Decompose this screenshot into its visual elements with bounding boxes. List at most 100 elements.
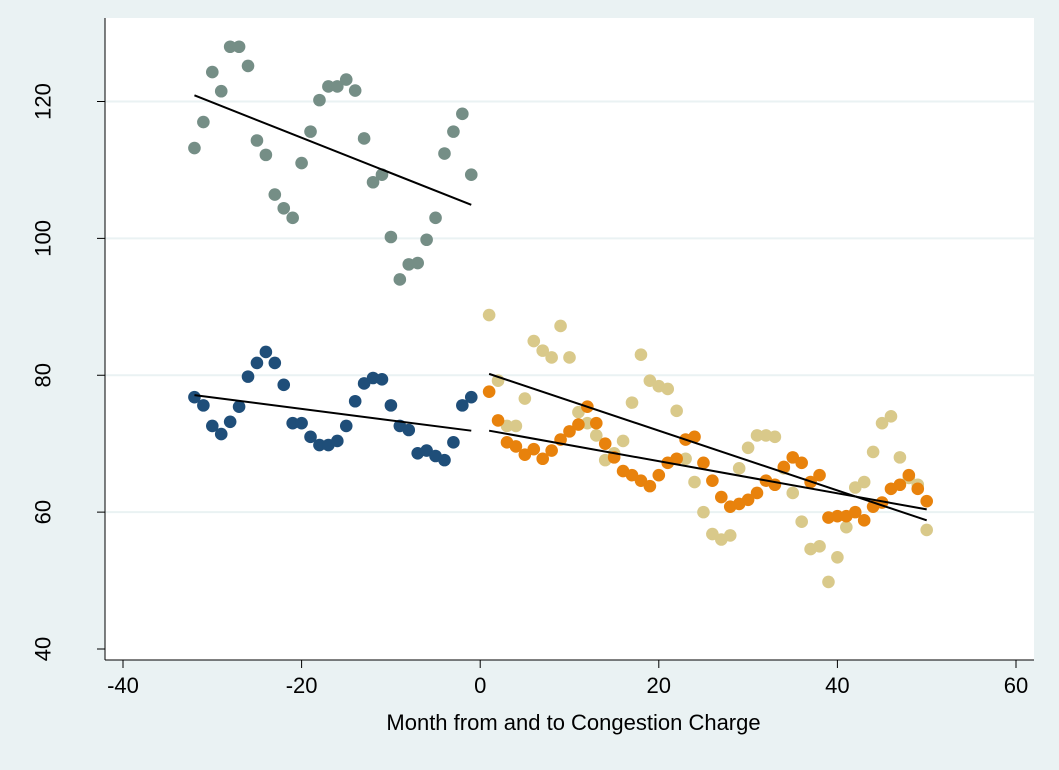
grid-lines <box>105 100 1034 514</box>
data-point <box>268 356 282 370</box>
data-point <box>554 319 567 333</box>
data-point <box>429 211 442 225</box>
data-point <box>286 416 299 430</box>
data-point <box>313 438 326 452</box>
data-point <box>857 514 871 527</box>
y-tick-label: 100 <box>31 220 56 257</box>
data-point <box>348 394 362 408</box>
data-point <box>840 520 853 534</box>
data-point <box>813 540 826 553</box>
data-point <box>831 509 844 523</box>
data-point <box>518 392 532 405</box>
data-point <box>545 351 558 364</box>
data-point <box>545 444 558 457</box>
data-point <box>232 400 246 414</box>
data-point <box>589 416 603 430</box>
data-point <box>456 107 469 121</box>
data-point <box>536 452 550 466</box>
data-point <box>786 486 800 500</box>
data-point <box>447 436 460 449</box>
data-point <box>795 456 808 470</box>
data-point <box>527 442 541 456</box>
data-point <box>322 80 335 93</box>
data-point <box>456 399 469 412</box>
data-point <box>697 456 710 470</box>
data-point <box>375 373 389 386</box>
data-point <box>732 462 746 475</box>
data-point <box>848 505 862 519</box>
data-point <box>822 575 835 589</box>
data-point <box>366 175 380 189</box>
data-point <box>188 141 201 155</box>
data-point <box>884 410 898 423</box>
data-point <box>661 382 675 396</box>
data-point <box>277 201 291 215</box>
y-tick-label: 60 <box>31 500 56 524</box>
data-point <box>223 415 237 429</box>
data-point <box>286 211 299 225</box>
data-point <box>893 478 907 492</box>
data-point <box>259 148 273 162</box>
y-tick-label: 40 <box>31 637 56 661</box>
data-point <box>384 399 398 412</box>
data-point <box>197 399 210 412</box>
data-point <box>384 230 398 244</box>
y-tick-label: 80 <box>31 363 56 387</box>
tick-labels: -40 -20 0 20 40 60 40 60 80 100 120 <box>31 83 1029 698</box>
data-point <box>625 396 639 409</box>
data-point <box>214 84 228 98</box>
data-point <box>688 475 701 489</box>
data-point <box>616 434 630 448</box>
data-point <box>598 437 612 450</box>
data-point <box>206 65 219 79</box>
x-tick-label: 60 <box>1004 673 1028 698</box>
data-point <box>750 486 764 500</box>
data-point <box>304 430 317 444</box>
data-point <box>232 40 246 54</box>
data-point <box>331 80 344 93</box>
data-points <box>188 40 933 589</box>
data-point <box>241 59 255 73</box>
x-axis-title: Month from and to Congestion Charge <box>386 710 760 735</box>
data-point <box>295 416 308 430</box>
x-tick-label: 20 <box>647 673 671 698</box>
data-point <box>777 460 791 474</box>
data-point <box>572 418 585 431</box>
data-point <box>706 474 719 487</box>
data-point <box>304 125 317 138</box>
data-point <box>438 147 451 160</box>
x-tick-label: 40 <box>825 673 849 698</box>
data-point <box>393 273 407 286</box>
data-point <box>688 430 701 444</box>
y-tick-label: 120 <box>31 83 56 120</box>
data-point <box>268 188 282 201</box>
axes <box>104 18 1034 661</box>
data-point <box>750 429 764 442</box>
fit-line <box>488 429 927 511</box>
data-point <box>411 256 424 270</box>
data-point <box>223 40 237 54</box>
data-point <box>339 419 353 433</box>
data-point <box>348 84 362 97</box>
data-point <box>464 168 478 182</box>
data-point <box>339 73 353 86</box>
data-point <box>652 468 666 482</box>
data-point <box>723 529 737 542</box>
data-point <box>893 451 907 464</box>
data-point <box>741 441 755 455</box>
data-point <box>527 334 541 348</box>
data-point <box>866 445 880 459</box>
fit-line <box>194 394 472 432</box>
data-point <box>902 468 916 482</box>
data-point <box>715 490 728 504</box>
data-point <box>491 414 505 427</box>
data-point <box>313 93 326 107</box>
data-point <box>357 132 371 145</box>
data-point <box>920 494 933 508</box>
data-point <box>589 429 603 442</box>
data-point <box>464 390 478 404</box>
data-point <box>634 348 648 362</box>
data-point <box>331 434 344 448</box>
data-point <box>420 233 433 247</box>
